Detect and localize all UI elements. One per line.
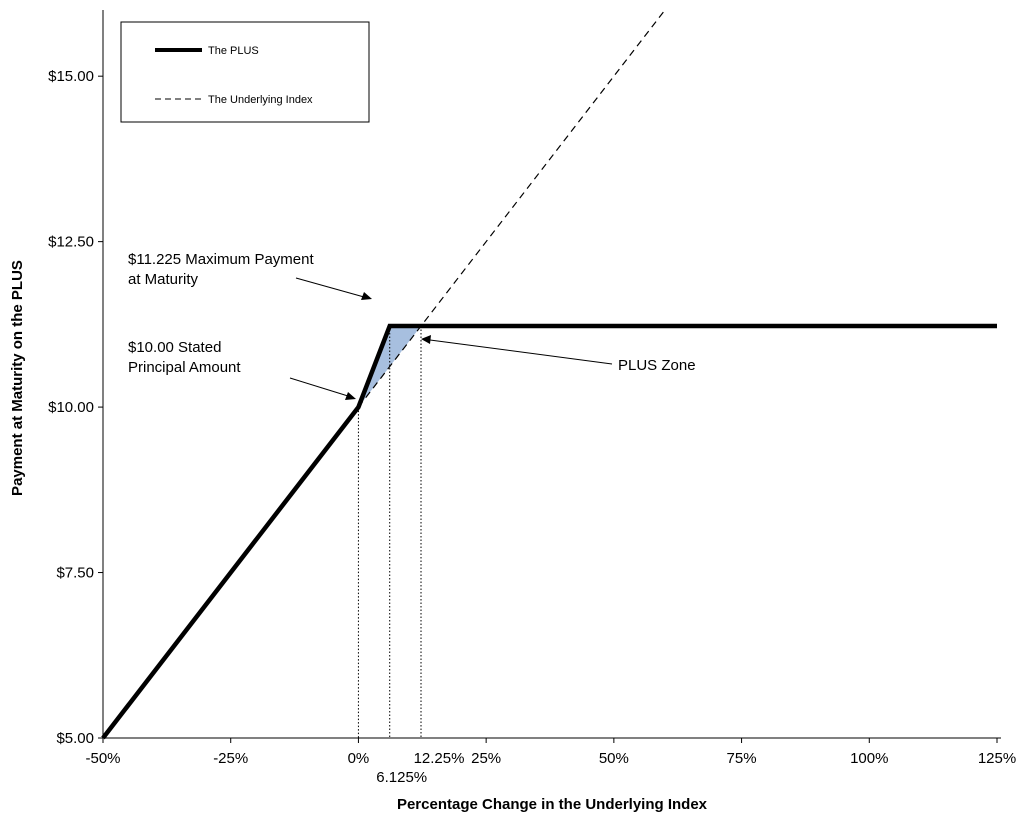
y-axis-title: Payment at Maturity on the PLUS	[9, 260, 26, 496]
annotation-max-payment-line-1: $11.225 Maximum Payment	[128, 251, 314, 268]
legend: The PLUS The Underlying Index	[120, 21, 370, 123]
y-tick-label-2: $10.00	[48, 399, 94, 416]
annotation-plus-zone-arrowhead	[421, 335, 431, 344]
plot-area: $5.00 $7.50 $10.00 $12.50 $15.00 -50% -25% 0% 25…	[48, 10, 1016, 786]
annotation-max-payment: $11.225 Maximum Payment at Maturity	[128, 251, 372, 300]
annotation-plus-zone-label: PLUS Zone	[618, 357, 696, 374]
annotation-max-payment-arrowhead	[361, 292, 372, 300]
x-tick-label-5: 75%	[727, 750, 757, 767]
y-tick-label-1: $7.50	[56, 565, 94, 582]
annotation-stated-principal: $10.00 Stated Principal Amount	[128, 339, 356, 400]
annotation-stated-principal-line-2: Principal Amount	[128, 359, 241, 376]
x-tick-label-1: -25%	[213, 750, 248, 767]
y-tick-label-0: $5.00	[56, 730, 94, 747]
guide-label-0: 6.125%	[376, 769, 427, 786]
annotation-plus-zone-arrow	[429, 339, 613, 365]
y-tick-label-3: $12.50	[48, 234, 94, 251]
legend-box	[120, 21, 370, 123]
x-tick-label-4: 50%	[599, 750, 629, 767]
legend-label-index: The Underlying Index	[208, 94, 313, 106]
x-tick-label-3: 25%	[471, 750, 501, 767]
annotation-stated-principal-arrowhead	[345, 392, 356, 400]
annotation-max-payment-arrow	[295, 277, 365, 298]
annotation-plus-zone: PLUS Zone	[421, 335, 696, 374]
x-tick-label-6: 100%	[850, 750, 888, 767]
x-tick-label-2: 0%	[348, 750, 370, 767]
legend-label-plus: The PLUS	[208, 45, 259, 57]
guide-label-1: 12.25%	[414, 750, 465, 767]
annotation-max-payment-line-2: at Maturity	[128, 271, 199, 288]
x-tick-label-0: -50%	[85, 750, 120, 767]
x-tick-label-7: 125%	[978, 750, 1016, 767]
annotation-stated-principal-line-1: $10.00 Stated	[128, 339, 221, 356]
y-tick-label-4: $15.00	[48, 68, 94, 85]
series-underlying-index-line	[357, 10, 666, 408]
x-axis-title: Percentage Change in the Underlying Inde…	[397, 796, 708, 813]
annotation-stated-principal-arrow	[289, 377, 349, 397]
series-plus-line	[101, 323, 997, 740]
